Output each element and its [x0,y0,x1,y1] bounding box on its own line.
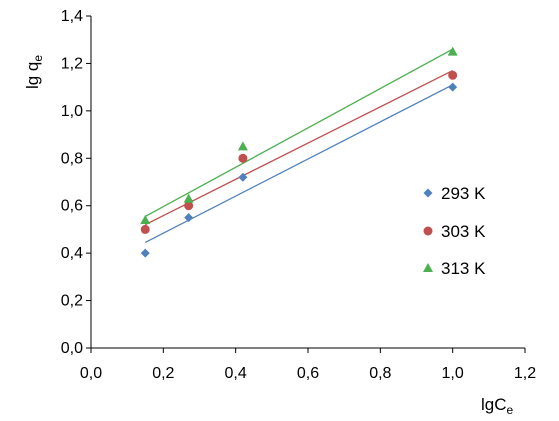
x-axis-title: lgCe [481,395,514,417]
x-tick-label: 1,2 [514,365,536,382]
legend-marker-3 [423,263,433,272]
y-tick-label: 0,6 [61,198,83,215]
y-axis-title: lg qe [23,55,45,89]
data-point-series-1 [448,82,458,92]
x-axis-title-sub: e [507,403,514,417]
y-tick-label: 1,0 [61,103,83,120]
x-tick-label: 0,4 [225,365,247,382]
legend: 293 K 303 K 313 K [423,184,486,278]
data-point-series-2 [184,201,194,211]
y-axis-title-base: lg q [23,62,42,89]
y-tick-label: 0,8 [61,150,83,167]
legend-label-2: 303 K [441,222,486,241]
x-tick-label: 0,6 [297,365,319,382]
data-point-series-3 [237,141,248,151]
trendline-1 [144,84,453,244]
trendline-3 [144,48,453,217]
y-axis-ticks: 0,0 0,2 0,4 0,6 0,8 1,0 1,2 1,4 [61,8,91,357]
data-point-series-3 [183,193,194,203]
y-tick-label: 0,4 [61,245,83,262]
data-point-series-2 [448,70,458,80]
y-tick-label: 0,2 [61,293,83,310]
legend-label-3: 313 K [441,259,486,278]
x-tick-label: 0,0 [80,365,102,382]
y-axis-title-sub: e [31,55,45,62]
axes [90,16,525,349]
x-tick-label: 0,8 [369,365,391,382]
y-tick-label: 0,0 [61,340,83,357]
y-tick-label: 1,2 [61,55,83,72]
x-tick-label: 0,2 [152,365,174,382]
x-axis-ticks: 0,0 0,2 0,4 0,6 0,8 1,0 1,2 [80,348,536,382]
y-tick-label: 1,4 [61,8,83,25]
x-axis-title-base: lgC [481,395,507,414]
trendlines [144,48,453,244]
legend-label-1: 293 K [441,184,486,203]
x-tick-label: 1,0 [442,365,464,382]
data-point-series-1 [140,248,150,258]
trendline-2 [144,69,453,226]
data-point-series-2 [238,153,248,163]
data-points [140,46,458,258]
legend-marker-2 [423,226,433,236]
data-point-series-3 [140,214,151,224]
data-point-series-1 [238,172,248,182]
legend-marker-1 [423,188,433,198]
data-point-series-3 [447,46,458,56]
data-point-series-2 [140,224,150,234]
data-point-series-1 [184,213,194,223]
